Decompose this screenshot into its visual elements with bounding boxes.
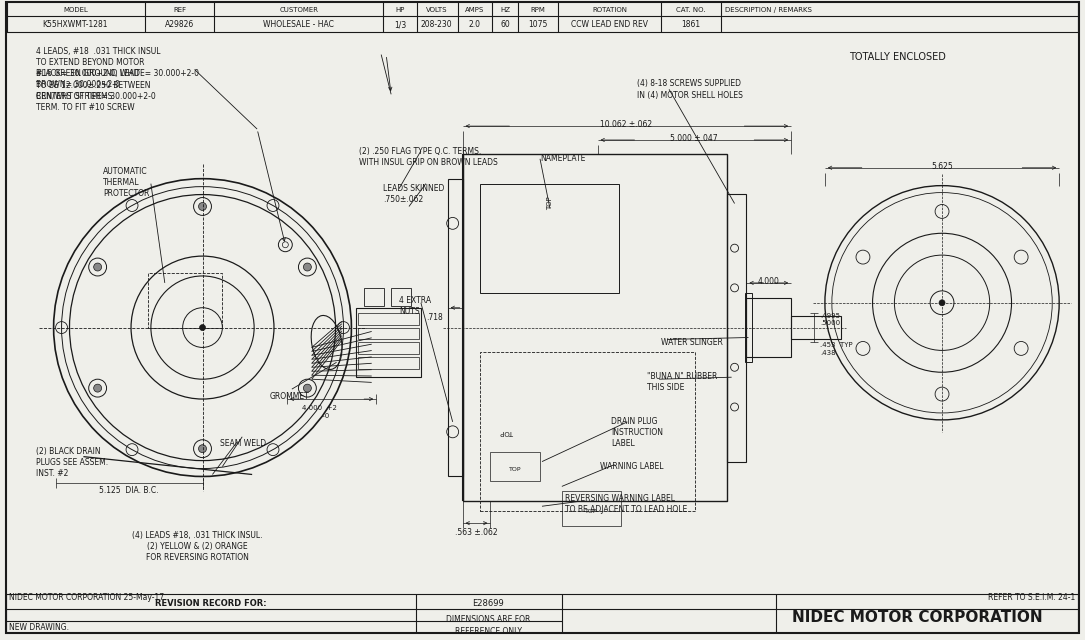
Circle shape xyxy=(199,202,206,211)
Text: VOLTS: VOLTS xyxy=(426,7,447,13)
Bar xyxy=(365,288,384,306)
Text: NIDEC MOTOR CORPORATION 25-May-17: NIDEC MOTOR CORPORATION 25-May-17 xyxy=(9,593,164,602)
Bar xyxy=(744,293,752,362)
Text: 5.625: 5.625 xyxy=(931,162,953,171)
Text: 1861: 1861 xyxy=(681,20,701,29)
Text: 4 EXTRA
NUTS: 4 EXTRA NUTS xyxy=(399,296,431,316)
Text: 1/3: 1/3 xyxy=(394,20,406,29)
Bar xyxy=(358,357,419,369)
Text: WHOLESALE - HAC: WHOLESALE - HAC xyxy=(264,20,334,29)
Text: 4 LEADS, #18  .031 THICK INSUL
TO EXTEND BEYOND MOTOR
BLACK= 30.000+2-0, WHITE= : 4 LEADS, #18 .031 THICK INSUL TO EXTEND … xyxy=(36,47,199,100)
Bar xyxy=(562,492,622,526)
Text: HZ: HZ xyxy=(500,7,510,13)
Text: .718: .718 xyxy=(426,313,443,322)
Circle shape xyxy=(93,384,102,392)
Text: K55HXWMT-1281: K55HXWMT-1281 xyxy=(42,20,108,29)
Text: CAT. NO.: CAT. NO. xyxy=(676,7,705,13)
Text: LEADS SKINNED
.750±.062: LEADS SKINNED .750±.062 xyxy=(383,184,445,204)
Circle shape xyxy=(93,263,102,271)
Text: REVISION RECORD FOR:: REVISION RECORD FOR: xyxy=(155,599,266,608)
Bar xyxy=(391,288,411,306)
Text: 208-230: 208-230 xyxy=(421,20,452,29)
Text: WATER SLINGER: WATER SLINGER xyxy=(661,337,723,346)
Text: NIDEC MOTOR CORPORATION: NIDEC MOTOR CORPORATION xyxy=(792,610,1043,625)
Text: 4.000  +2
         -0: 4.000 +2 -0 xyxy=(302,405,336,419)
Text: AUTOMATIC
THERMAL
PROTECTOR: AUTOMATIC THERMAL PROTECTOR xyxy=(103,167,150,198)
Text: (4) 8-18 SCREWS SUPPLIED
IN (4) MOTOR SHELL HOLES: (4) 8-18 SCREWS SUPPLIED IN (4) MOTOR SH… xyxy=(637,79,743,99)
Text: NAMEPLATE: NAMEPLATE xyxy=(540,154,586,163)
Bar xyxy=(358,342,419,355)
Text: (4) LEADS #18, .031 THICK INSUL.
(2) YELLOW & (2) ORANGE
FOR REVERSING ROTATION: (4) LEADS #18, .031 THICK INSUL. (2) YEL… xyxy=(132,531,263,563)
Text: (2) BLACK DRAIN
PLUGS SEE ASSEM.
INST. #2: (2) BLACK DRAIN PLUGS SEE ASSEM. INST. #… xyxy=(36,447,107,478)
Text: NEW DRAWING.: NEW DRAWING. xyxy=(9,623,69,632)
Text: TOP: TOP xyxy=(547,196,553,211)
Bar xyxy=(448,179,462,476)
Circle shape xyxy=(304,263,311,271)
Circle shape xyxy=(199,445,206,452)
Text: 60: 60 xyxy=(500,20,510,29)
Text: A29826: A29826 xyxy=(165,20,194,29)
Bar xyxy=(746,298,791,357)
Text: TOP: TOP xyxy=(500,429,514,435)
Bar xyxy=(727,193,746,461)
Text: #16 GREEN GROUND LEAD
TO BE 12.000±.250 BETWEEN
CENTERS OF TERMS.
TERM. TO FIT #: #16 GREEN GROUND LEAD TO BE 12.000±.250 … xyxy=(36,70,150,112)
Text: .563 ±.062: .563 ±.062 xyxy=(456,528,498,537)
Text: ROTATION: ROTATION xyxy=(592,7,627,13)
Text: GROMMET: GROMMET xyxy=(270,392,309,401)
Text: "BUNA N" RUBBER
THIS SIDE: "BUNA N" RUBBER THIS SIDE xyxy=(648,372,717,392)
Bar xyxy=(358,328,419,339)
Bar xyxy=(481,184,620,293)
Text: REF: REF xyxy=(174,7,187,13)
Circle shape xyxy=(200,324,205,330)
Circle shape xyxy=(939,300,945,306)
Bar xyxy=(490,452,540,481)
Text: DIMENSIONS ARE FOR
REFERENCE ONLY: DIMENSIONS ARE FOR REFERENCE ONLY xyxy=(446,616,531,636)
Text: TOP: TOP xyxy=(509,467,522,472)
Text: HP: HP xyxy=(395,7,405,13)
Text: 1075: 1075 xyxy=(528,20,548,29)
Text: RPM: RPM xyxy=(531,7,546,13)
Text: WARNING LABEL: WARNING LABEL xyxy=(600,461,663,470)
Text: 5.000 ±.047: 5.000 ±.047 xyxy=(671,134,717,143)
Text: TOTALLY ENCLOSED: TOTALLY ENCLOSED xyxy=(848,52,946,61)
Text: REVERSING WARNING LABEL
TO BE ADJACENT TO LEAD HOLE: REVERSING WARNING LABEL TO BE ADJACENT T… xyxy=(565,494,687,515)
Text: DESCRIPTION / REMARKS: DESCRIPTION / REMARKS xyxy=(725,7,812,13)
Text: CUSTOMER: CUSTOMER xyxy=(279,7,318,13)
Bar xyxy=(481,353,694,511)
Text: TOP: TOP xyxy=(586,509,598,514)
Bar xyxy=(148,273,222,328)
Text: AMPS: AMPS xyxy=(464,7,484,13)
Text: REFER TO S.E.I.M. 24-1: REFER TO S.E.I.M. 24-1 xyxy=(987,593,1075,602)
Bar xyxy=(791,316,841,339)
Text: DRAIN PLUG
INSTRUCTION
LABEL: DRAIN PLUG INSTRUCTION LABEL xyxy=(612,417,664,448)
Text: CCW LEAD END REV: CCW LEAD END REV xyxy=(571,20,648,29)
Text: MODEL: MODEL xyxy=(63,7,88,13)
Text: (2) .250 FLAG TYPE Q.C. TERMS.
WITH INSUL GRIP ON BROWN LEADS: (2) .250 FLAG TYPE Q.C. TERMS. WITH INSU… xyxy=(359,147,498,167)
Text: .453  TYP
.438: .453 TYP .438 xyxy=(820,342,853,356)
Text: SEAM WELD: SEAM WELD xyxy=(220,439,267,448)
Circle shape xyxy=(304,384,311,392)
Text: 2.0: 2.0 xyxy=(469,20,481,29)
Text: .4995
.5000: .4995 .5000 xyxy=(820,313,840,326)
Bar xyxy=(358,313,419,324)
Text: E28699: E28699 xyxy=(473,599,505,608)
Bar xyxy=(462,154,727,501)
Bar xyxy=(356,308,421,377)
Text: 10.062 ±.062: 10.062 ±.062 xyxy=(600,120,652,129)
Text: 5.125  DIA. B.C.: 5.125 DIA. B.C. xyxy=(100,486,158,495)
Text: 4.000: 4.000 xyxy=(757,277,779,286)
